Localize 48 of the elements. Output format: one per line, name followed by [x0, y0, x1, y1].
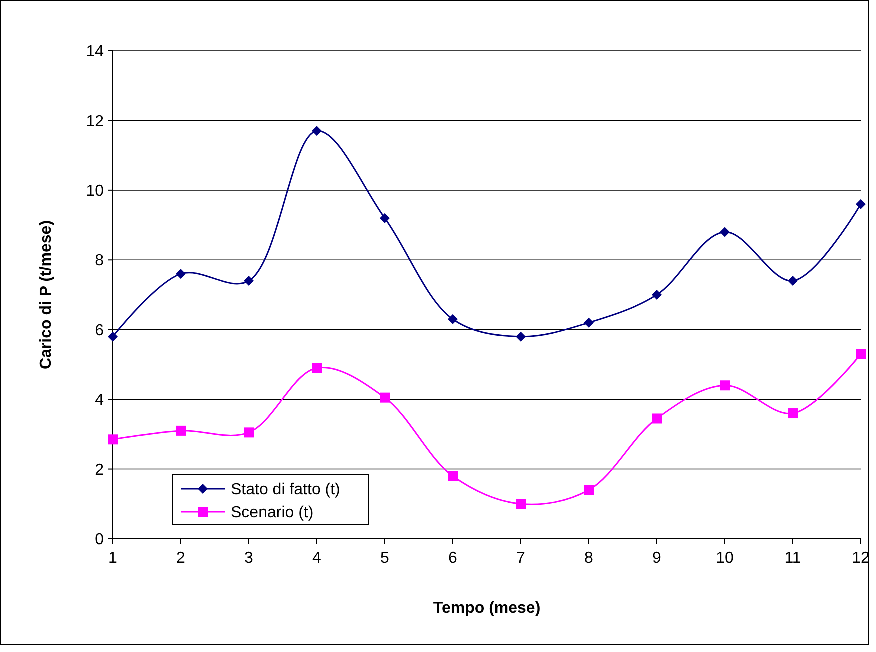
- x-axis-title: Tempo (mese): [433, 600, 541, 617]
- point: [312, 363, 322, 374]
- point: [516, 499, 526, 510]
- y-tick-label: 2: [95, 462, 104, 479]
- point: [584, 485, 594, 496]
- point: [652, 290, 662, 300]
- point: [584, 318, 594, 328]
- x-tick-label: 4: [312, 550, 322, 567]
- x-tick-label: 1: [108, 550, 118, 567]
- x-tick-label: 9: [652, 550, 662, 567]
- point: [108, 332, 118, 342]
- point: [720, 380, 730, 391]
- y-tick-label: 6: [95, 322, 104, 340]
- point: [448, 471, 458, 482]
- y-tick-label: 4: [95, 392, 104, 410]
- point: [380, 392, 390, 403]
- x-tick-label: 12: [852, 550, 870, 567]
- legend-label: Stato di fatto (t): [231, 482, 340, 499]
- point: [312, 126, 322, 136]
- point: [856, 199, 866, 210]
- point: [788, 408, 798, 419]
- x-tick-label: 3: [244, 550, 254, 567]
- point: [176, 426, 186, 436]
- point: [176, 269, 186, 280]
- y-tick-label: 12: [86, 113, 104, 130]
- x-tick-label: 7: [516, 550, 526, 567]
- y-tick-label: 10: [86, 183, 104, 200]
- point: [788, 276, 798, 286]
- point: [652, 414, 662, 424]
- point: [244, 428, 254, 438]
- x-tick-label: 11: [784, 550, 802, 567]
- point: [720, 227, 730, 238]
- legend-label: Scenario (t): [231, 504, 314, 522]
- x-tick-label: 6: [448, 550, 458, 567]
- x-tick-label: 10: [716, 550, 734, 567]
- point: [244, 276, 254, 286]
- point: [380, 213, 390, 224]
- y-axis-title: Carico di P (t/mese): [38, 220, 55, 370]
- x-tick-label: 5: [380, 550, 390, 567]
- x-tick-label: 8: [584, 550, 594, 567]
- x-tick-label: 2: [176, 550, 186, 567]
- y-tick-label: 14: [86, 44, 104, 61]
- point: [448, 314, 458, 324]
- point: [516, 332, 526, 342]
- y-tick-label: 8: [95, 252, 104, 270]
- point: [108, 434, 118, 445]
- y-tick-label: 0: [95, 532, 104, 549]
- point: [856, 349, 866, 360]
